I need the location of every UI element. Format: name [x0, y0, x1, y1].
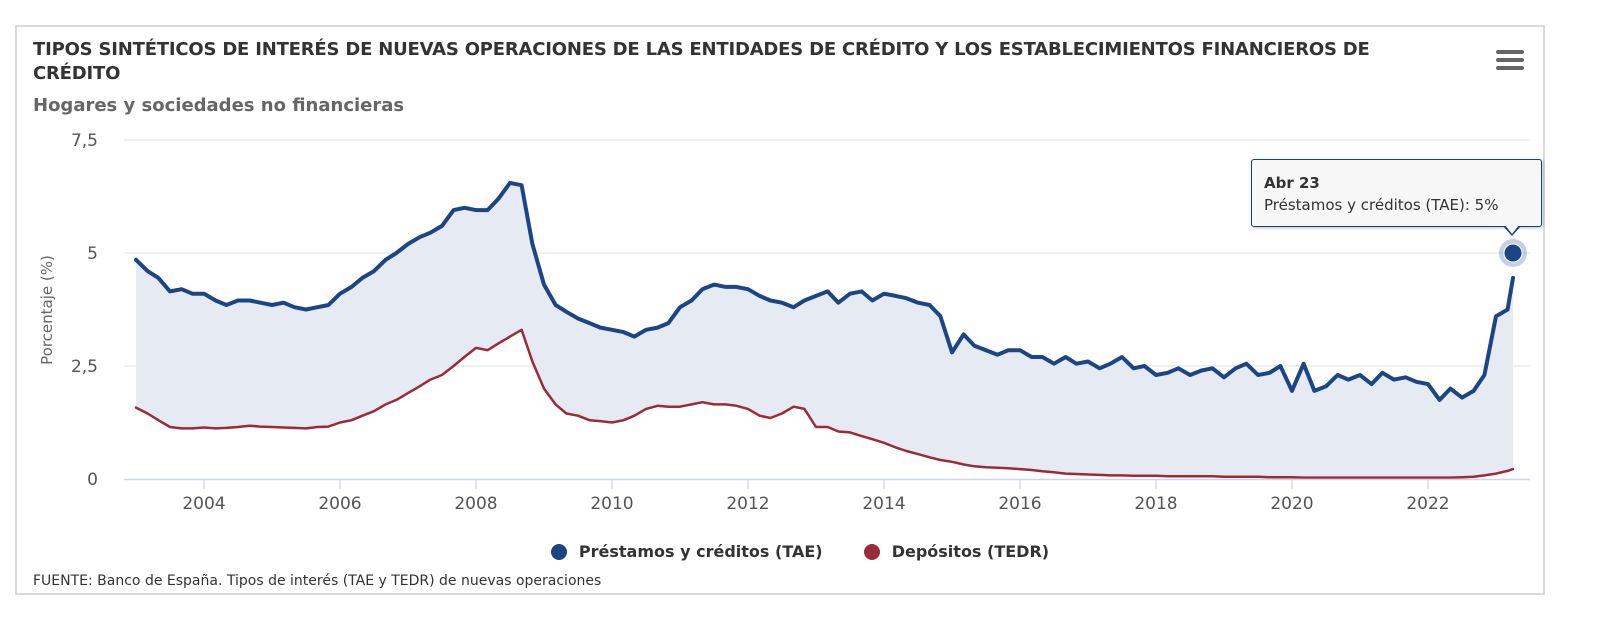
tooltip-header: Abr 23 — [1264, 174, 1320, 192]
legend-label: Préstamos y créditos (TAE) — [578, 542, 823, 561]
legend-item-depositos[interactable]: Depósitos (TEDR) — [863, 542, 1050, 561]
y-tick-label: 2,5 — [71, 357, 98, 377]
chart-subtitle: Hogares y sociedades no financieras — [33, 95, 405, 116]
legend-item-prestamos[interactable]: Préstamos y créditos (TAE) — [550, 542, 823, 561]
legend-label: Depósitos (TEDR) — [891, 542, 1050, 561]
menu-bar — [1496, 66, 1524, 70]
highlight-marker — [1499, 239, 1527, 267]
area-fill — [136, 182, 1513, 478]
x-tick-label: 2012 — [726, 494, 769, 514]
x-tick-label: 2004 — [182, 494, 225, 514]
tooltip: Abr 23 Préstamos y créditos (TAE): 5% — [1251, 159, 1542, 227]
legend: Préstamos y créditos (TAE) Depósitos (TE… — [0, 542, 1600, 564]
x-axis: 2004 2006 2008 2010 2012 2014 2016 2018 2020 2022 — [124, 478, 1530, 514]
tooltip-body: Préstamos y créditos (TAE): 5% — [1264, 196, 1499, 214]
menu-bar — [1496, 58, 1524, 62]
x-tick-label: 2022 — [1406, 494, 1449, 514]
chart-title: TIPOS SINTÉTICOS DE INTERÉS DE NUEVAS OP… — [33, 39, 1370, 84]
highlight-point — [1503, 243, 1523, 263]
legend-marker-icon — [863, 543, 880, 560]
x-tick-label: 2016 — [998, 494, 1041, 514]
y-tick-label: 5 — [87, 244, 98, 264]
x-tick-label: 2010 — [590, 494, 633, 514]
x-tick-label: 2008 — [454, 494, 497, 514]
y-axis-title: Porcentaje (%) — [38, 255, 56, 365]
source-note: FUENTE: Banco de España. Tipos de interé… — [33, 573, 602, 589]
y-tick-label: 7,5 — [71, 131, 98, 151]
series-line-prestamos — [134, 180, 1515, 402]
y-tick-label: 0 — [87, 470, 98, 490]
x-tick-label: 2006 — [318, 494, 361, 514]
x-tick-label: 2018 — [1134, 494, 1177, 514]
menu-bar — [1496, 50, 1524, 54]
x-tick-label: 2014 — [862, 494, 905, 514]
series-lines — [134, 180, 1515, 479]
y-axis: 0 2,5 5 7,5 — [71, 131, 98, 490]
legend-marker-icon — [550, 543, 567, 560]
hamburger-menu-icon[interactable] — [1494, 50, 1526, 76]
x-tick-label: 2020 — [1270, 494, 1313, 514]
series-line-depositos — [134, 328, 1515, 479]
tooltip-arrow-fill — [1505, 225, 1519, 234]
area-between-series — [136, 182, 1513, 478]
